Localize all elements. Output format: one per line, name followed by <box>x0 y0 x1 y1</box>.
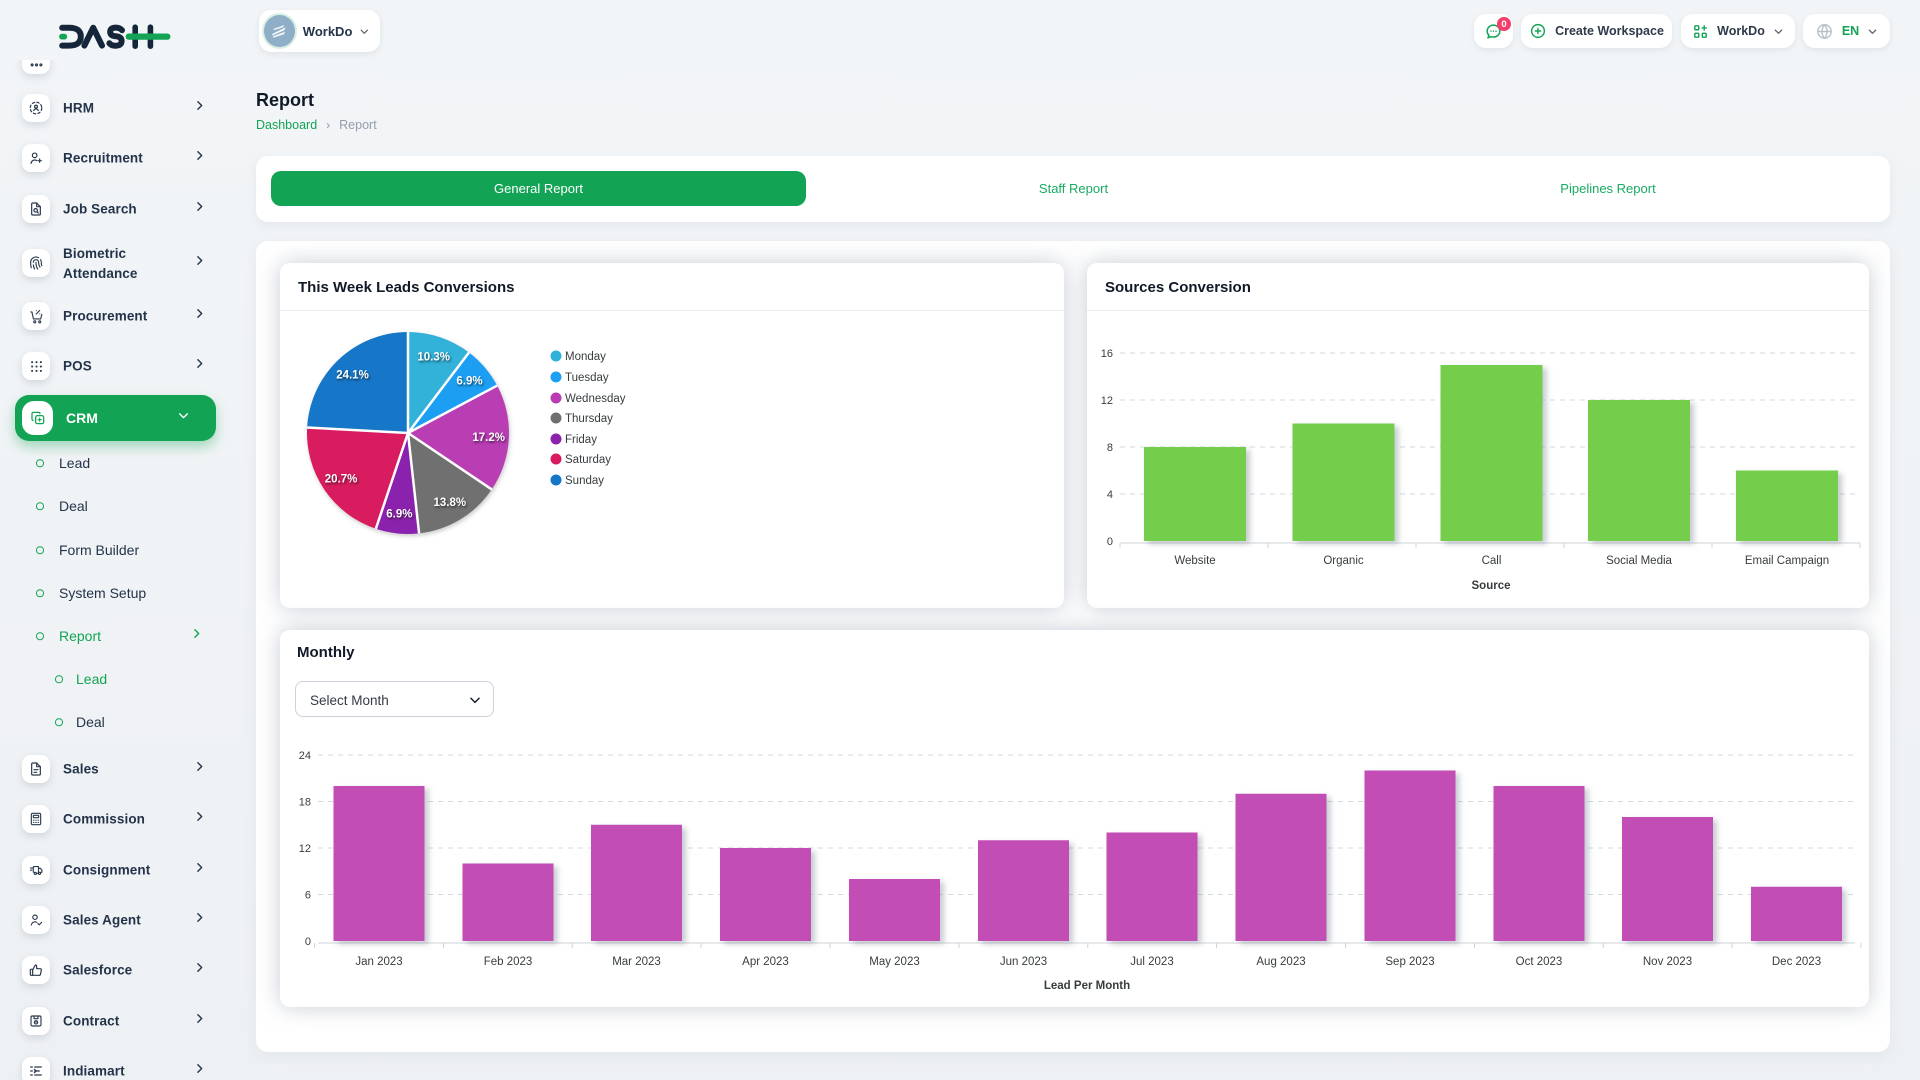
svg-text:Call: Call <box>1482 555 1502 567</box>
svg-text:6.9%: 6.9% <box>456 376 482 388</box>
svg-text:Dec 2023: Dec 2023 <box>1772 956 1821 968</box>
svg-text:Jan 2023: Jan 2023 <box>355 956 402 968</box>
svg-text:0: 0 <box>1107 536 1113 548</box>
svg-text:6: 6 <box>305 890 311 902</box>
svg-text:4: 4 <box>1107 489 1113 501</box>
svg-text:24: 24 <box>299 750 311 762</box>
svg-text:Mar 2023: Mar 2023 <box>612 956 661 968</box>
svg-text:6.9%: 6.9% <box>386 508 412 520</box>
svg-text:Source: Source <box>1472 580 1511 592</box>
svg-text:17.2%: 17.2% <box>472 432 505 444</box>
svg-text:12: 12 <box>299 843 311 855</box>
svg-text:Wednesday: Wednesday <box>565 393 626 405</box>
svg-text:16: 16 <box>1101 348 1113 360</box>
svg-text:May 2023: May 2023 <box>869 956 920 968</box>
svg-text:Tuesday: Tuesday <box>565 372 609 384</box>
svg-text:Jul 2023: Jul 2023 <box>1130 956 1173 968</box>
svg-text:Social Media: Social Media <box>1606 555 1672 567</box>
svg-text:8: 8 <box>1107 442 1113 454</box>
svg-text:Feb 2023: Feb 2023 <box>484 956 533 968</box>
svg-text:Monday: Monday <box>565 351 606 363</box>
svg-text:Email Campaign: Email Campaign <box>1745 555 1829 567</box>
svg-text:Nov 2023: Nov 2023 <box>1643 956 1692 968</box>
svg-text:Oct 2023: Oct 2023 <box>1516 956 1563 968</box>
svg-text:0: 0 <box>305 936 311 948</box>
svg-text:Sep 2023: Sep 2023 <box>1385 956 1434 968</box>
svg-text:Saturday: Saturday <box>565 454 611 466</box>
svg-text:20.7%: 20.7% <box>325 473 358 485</box>
svg-text:Aug 2023: Aug 2023 <box>1256 956 1305 968</box>
svg-text:13.8%: 13.8% <box>433 497 466 509</box>
svg-text:Apr 2023: Apr 2023 <box>742 956 789 968</box>
svg-text:Jun 2023: Jun 2023 <box>1000 956 1047 968</box>
svg-text:Sunday: Sunday <box>565 475 604 487</box>
svg-text:Thursday: Thursday <box>565 413 613 425</box>
svg-text:12: 12 <box>1101 395 1113 407</box>
svg-text:Lead Per Month: Lead Per Month <box>1044 980 1130 992</box>
svg-text:Organic: Organic <box>1323 555 1364 567</box>
svg-text:Website: Website <box>1174 555 1215 567</box>
svg-text:24.1%: 24.1% <box>336 369 369 381</box>
svg-text:10.3%: 10.3% <box>417 351 450 363</box>
svg-text:Friday: Friday <box>565 434 597 446</box>
svg-text:18: 18 <box>299 797 311 809</box>
